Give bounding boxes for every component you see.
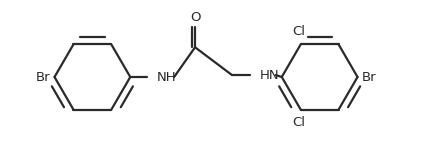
Text: HN: HN — [260, 69, 280, 82]
Text: Br: Br — [36, 71, 51, 84]
Text: Cl: Cl — [292, 116, 305, 128]
Text: NH: NH — [157, 71, 177, 84]
Text: O: O — [190, 11, 200, 24]
Text: Br: Br — [362, 71, 376, 84]
Text: Cl: Cl — [292, 25, 305, 38]
